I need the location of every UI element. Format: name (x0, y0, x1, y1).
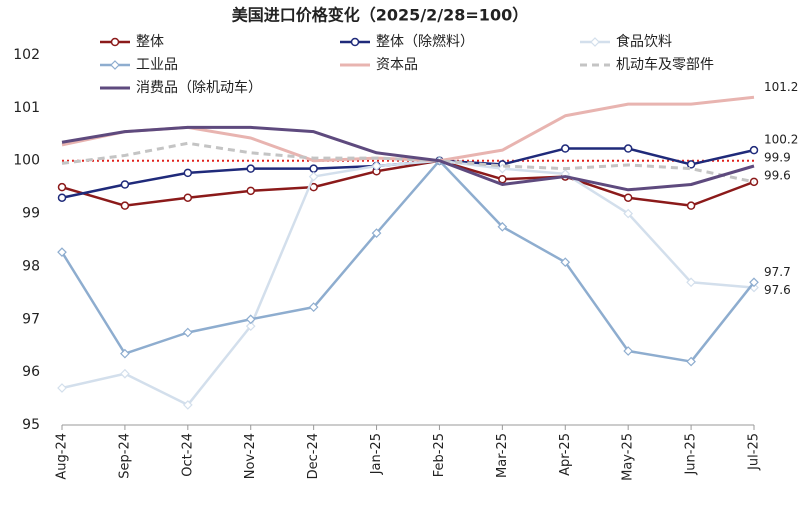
end-label: 97.6 (764, 283, 791, 297)
x-tick-label: Jan-25 (369, 433, 384, 475)
legend-marker (110, 60, 120, 70)
legend-label: 资本品 (376, 57, 418, 73)
series-line (61, 159, 755, 207)
data-point (371, 228, 382, 238)
chart-title: 美国进口价格变化（2025/2/28=100） (232, 6, 528, 25)
data-point (497, 221, 508, 232)
series-line (60, 159, 755, 363)
data-point (623, 346, 634, 356)
x-tick-label: Sep-24 (117, 433, 132, 479)
series-line (61, 159, 755, 407)
data-point (686, 277, 696, 288)
y-tick-label: 98 (22, 258, 40, 274)
x-tick-label: Feb-25 (432, 433, 447, 477)
data-point (183, 193, 193, 202)
data-point (686, 356, 696, 367)
legend-label: 食品饮料 (616, 33, 672, 50)
data-point (308, 302, 319, 312)
data-point (560, 257, 571, 268)
legend-label: 消费品（除机动车） (136, 79, 262, 96)
legend-label: 工业品 (136, 57, 178, 73)
data-point (183, 168, 193, 178)
y-tick-label: 96 (22, 364, 40, 380)
y-tick-label: 100 (13, 153, 40, 169)
y-tick-label: 102 (13, 47, 40, 63)
legend-marker (350, 37, 360, 47)
data-point (309, 164, 318, 173)
x-tick-label: Oct-24 (180, 433, 195, 477)
data-point (57, 247, 67, 258)
end-label: 99.6 (764, 169, 791, 183)
data-point (57, 193, 67, 202)
y-tick-label: 99 (22, 206, 40, 222)
data-point (686, 201, 696, 210)
data-point (308, 171, 319, 182)
x-tick-label: Aug-24 (55, 433, 70, 480)
data-point (245, 321, 256, 332)
x-tick-label: Dec-24 (306, 433, 321, 479)
x-tick-label: Jul-25 (747, 433, 762, 471)
data-point (182, 327, 193, 338)
data-point (371, 161, 382, 171)
data-point (623, 193, 633, 202)
data-point (623, 144, 633, 153)
y-tick-label: 95 (22, 417, 40, 433)
data-point (686, 160, 696, 169)
x-tick-label: Mar-25 (495, 433, 510, 478)
data-point (120, 180, 130, 189)
end-label: 97.7 (764, 265, 791, 279)
data-point (749, 145, 759, 155)
data-point (120, 348, 130, 359)
y-tick-label: 97 (22, 311, 40, 327)
data-point (498, 174, 507, 184)
data-point (623, 208, 634, 219)
end-label: 100.2 (764, 133, 798, 147)
legend-label: 整体（除燃料） (376, 33, 474, 50)
data-point (246, 164, 255, 173)
data-point (120, 201, 130, 210)
data-point (182, 400, 193, 410)
data-point (120, 368, 130, 379)
x-tick-label: May-25 (621, 433, 636, 481)
data-point (246, 186, 255, 196)
legend-marker (590, 37, 600, 47)
legend-label: 机动车及零部件 (616, 56, 714, 73)
data-point (749, 277, 759, 288)
end-label: 99.9 (764, 151, 791, 165)
data-point (561, 144, 570, 153)
series-line (61, 125, 755, 192)
legend-label: 整体 (136, 34, 164, 50)
data-point (57, 383, 67, 393)
data-point (57, 182, 67, 192)
y-tick-label: 101 (13, 100, 40, 116)
data-point (245, 314, 256, 325)
x-tick-label: Apr-25 (558, 433, 573, 476)
x-tick-label: Nov-24 (243, 433, 258, 479)
series-line (61, 141, 755, 184)
legend-marker (110, 37, 120, 47)
x-tick-label: Jun-25 (684, 433, 699, 476)
end-label: 101.2 (764, 80, 798, 94)
